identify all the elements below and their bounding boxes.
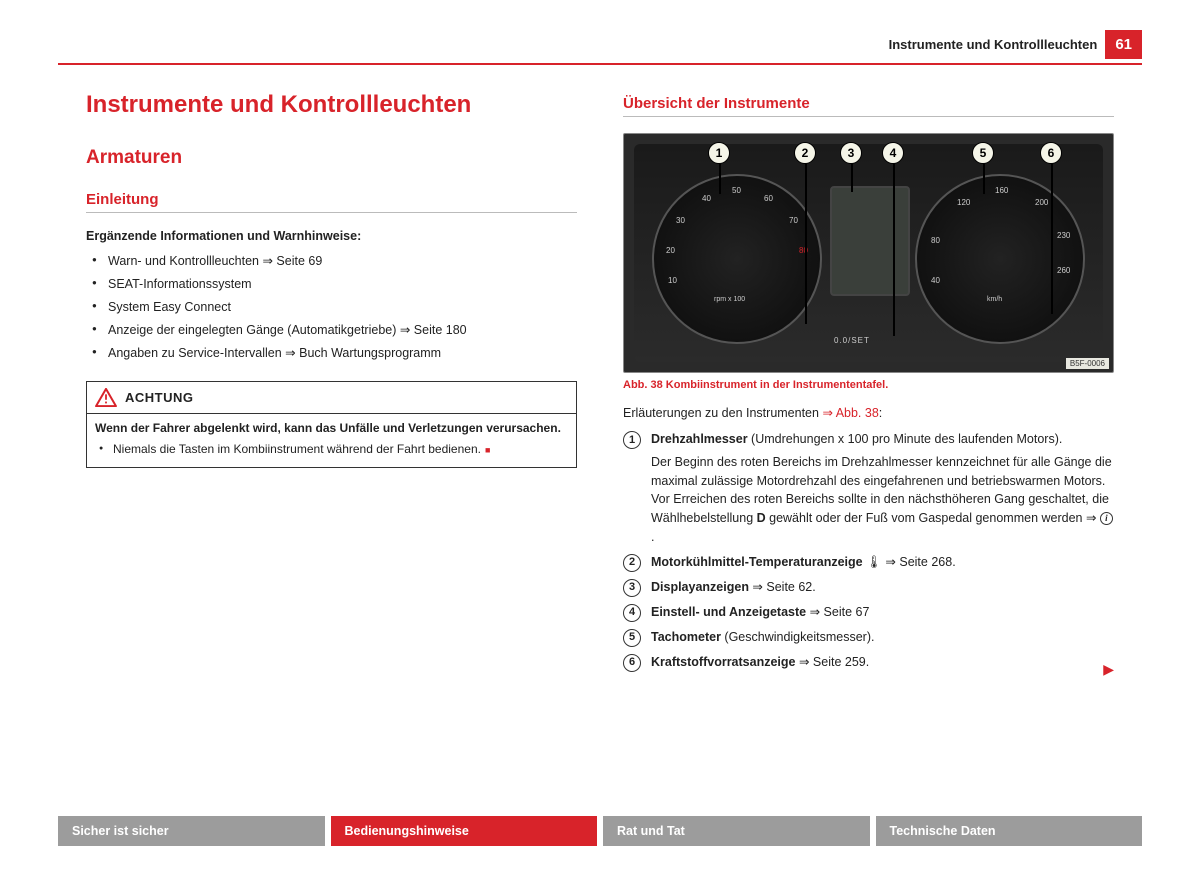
tab-advice[interactable]: Rat und Tat — [603, 816, 870, 846]
subsection-heading: Übersicht der Instrumente — [623, 95, 1114, 117]
end-marker-icon: ■ — [485, 445, 490, 455]
set-button-label: 0.0/SET — [834, 336, 870, 345]
footer-tabs: Sicher ist sicher Bedienungshinweise Rat… — [58, 816, 1142, 846]
warning-bullet: Niemals die Tasten im Kombiinstrument wä… — [95, 441, 568, 458]
list-item: 6 Kraftstoffvorratsanzeige ⇒ Seite 259. — [623, 653, 1114, 672]
instrument-figure: 10 20 30 40 50 60 70 80 rpm x 100 40 80 — [623, 133, 1114, 373]
continue-arrow-icon: ▶ — [1103, 661, 1114, 678]
list-item: 5 Tachometer (Geschwindigkeitsmesser). — [623, 628, 1114, 647]
callout-2: 2 — [794, 142, 816, 164]
lead-text: Ergänzende Informationen und Warnhinweis… — [86, 229, 577, 243]
callout-6: 6 — [1040, 142, 1062, 164]
page-title: Instrumente und Kontrollleuchten — [86, 91, 577, 119]
list-item: 4 Einstell- und Anzeigetaste ⇒ Seite 67 — [623, 603, 1114, 622]
list-item: 3 Displayanzeigen ⇒ Seite 62. — [623, 578, 1114, 597]
item-number: 2 — [623, 554, 641, 572]
tab-techdata[interactable]: Technische Daten — [876, 816, 1143, 846]
list-item: 2 Motorkühlmittel-Temperaturanzeige 🌡 ⇒ … — [623, 553, 1114, 572]
warning-header: ACHTUNG — [87, 382, 576, 414]
item-number: 3 — [623, 579, 641, 597]
tachometer-gauge: 10 20 30 40 50 60 70 80 rpm x 100 — [652, 174, 822, 344]
list-item: Warn- und Kontrollleuchten ⇒ Seite 69 — [86, 251, 577, 271]
speedometer-gauge: 40 80 120 160 200 230 260 km/h — [915, 174, 1085, 344]
tab-safety[interactable]: Sicher ist sicher — [58, 816, 325, 846]
figure-caption: Abb. 38 Kombiinstrument in der Instrumen… — [623, 379, 1114, 391]
warning-icon — [95, 388, 117, 407]
callout-1: 1 — [708, 142, 730, 164]
list-item: SEAT-Informationssystem — [86, 274, 577, 294]
list-item: 1 Drehzahlmesser (Umdrehungen x 100 pro … — [623, 430, 1114, 547]
warning-box: ACHTUNG Wenn der Fahrer abgelenkt wird, … — [86, 381, 577, 468]
warning-label: ACHTUNG — [125, 390, 194, 405]
list-item: Anzeige der eingelegten Gänge (Automatik… — [86, 320, 577, 340]
item-number: 4 — [623, 604, 641, 622]
callout-3: 3 — [840, 142, 862, 164]
list-item: Angaben zu Service-Intervallen ⇒ Buch Wa… — [86, 343, 577, 363]
callout-5: 5 — [972, 142, 994, 164]
left-column: Instrumente und Kontrollleuchten Armatur… — [86, 91, 577, 678]
item-number: 1 — [623, 431, 641, 449]
figure-intro: Erläuterungen zu den Instrumenten ⇒ Abb.… — [623, 405, 1114, 420]
item-number: 5 — [623, 629, 641, 647]
page-number: 61 — [1105, 30, 1142, 59]
center-display — [830, 186, 910, 296]
warning-text: Wenn der Fahrer abgelenkt wird, kann das… — [95, 420, 568, 437]
right-column: Übersicht der Instrumente 10 20 30 40 50… — [623, 91, 1114, 678]
callout-4: 4 — [882, 142, 904, 164]
info-icon: i — [1100, 512, 1113, 525]
subsection-heading: Einleitung — [86, 191, 577, 213]
item-number: 6 — [623, 654, 641, 672]
header-section: Instrumente und Kontrollleuchten — [889, 37, 1098, 52]
tab-operation[interactable]: Bedienungshinweise — [331, 816, 598, 846]
numbered-list: 1 Drehzahlmesser (Umdrehungen x 100 pro … — [623, 430, 1114, 672]
page-header: Instrumente und Kontrollleuchten 61 — [58, 30, 1142, 65]
section-heading: Armaturen — [86, 147, 577, 169]
warning-body: Wenn der Fahrer abgelenkt wird, kann das… — [87, 414, 576, 467]
figure-id: B5F-0006 — [1066, 358, 1109, 369]
list-item: System Easy Connect — [86, 297, 577, 317]
info-bullet-list: Warn- und Kontrollleuchten ⇒ Seite 69 SE… — [86, 251, 577, 363]
